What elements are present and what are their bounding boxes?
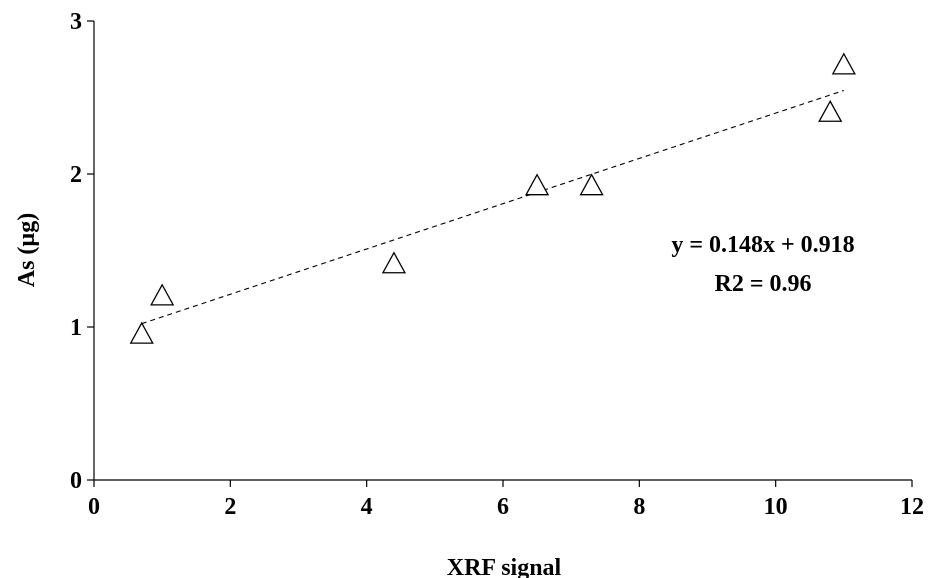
triangle-marker	[381, 251, 407, 274]
r-squared-annotation: R2 = 0.96	[714, 271, 811, 297]
triangle-marker	[129, 321, 154, 344]
x-tick-label: 2	[224, 494, 236, 520]
data-points	[129, 52, 856, 344]
x-tick-label: 12	[900, 494, 924, 520]
triangle-marker	[150, 283, 175, 306]
y-tick-label: 2	[70, 162, 82, 188]
x-axis-title: XRF signal	[447, 555, 562, 578]
triangle-marker	[831, 52, 856, 75]
x-tick-label: 6	[497, 494, 509, 520]
y-tick-label: 1	[70, 315, 82, 341]
y-axis-title: As (µg)	[14, 213, 40, 287]
trendline	[141, 89, 845, 325]
y-tick-label: 0	[70, 468, 82, 494]
x-tick-label: 8	[633, 494, 645, 520]
x-ticks: 0 2 4 6 8 10 12	[88, 480, 924, 520]
triangle-marker	[579, 173, 604, 196]
y-tick-label: 3	[70, 9, 82, 35]
triangle-marker	[524, 173, 550, 196]
y-ticks: 0 1 2 3	[70, 9, 94, 494]
equation-annotation: y = 0.148x + 0.918	[671, 232, 854, 258]
x-tick-label: 4	[361, 494, 373, 520]
x-tick-label: 10	[764, 494, 788, 520]
x-tick-label: 0	[88, 494, 100, 520]
triangle-marker	[818, 99, 843, 122]
